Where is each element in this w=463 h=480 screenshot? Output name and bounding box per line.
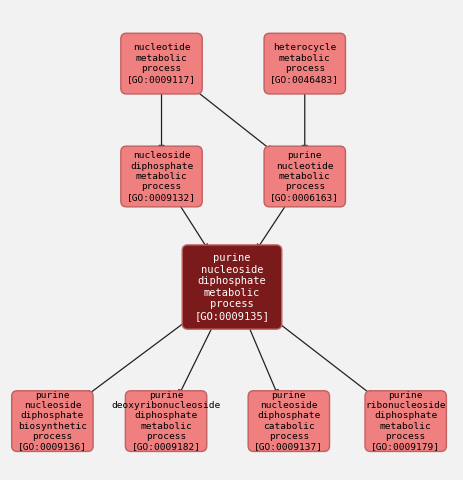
Text: nucleoside
diphosphate
metabolic
process
[GO:0009132]: nucleoside diphosphate metabolic process… [127, 151, 195, 202]
Text: purine
nucleoside
diphosphate
metabolic
process
[GO:0009135]: purine nucleoside diphosphate metabolic … [194, 253, 269, 321]
FancyBboxPatch shape [248, 391, 329, 452]
FancyBboxPatch shape [120, 146, 202, 207]
Text: heterocycle
metabolic
process
[GO:0046483]: heterocycle metabolic process [GO:004648… [269, 44, 338, 84]
Text: purine
nucleotide
metabolic
process
[GO:0006163]: purine nucleotide metabolic process [GO:… [269, 151, 338, 202]
Text: purine
nucleoside
diphosphate
biosynthetic
process
[GO:0009136]: purine nucleoside diphosphate biosynthet… [18, 391, 87, 452]
Text: nucleotide
metabolic
process
[GO:0009117]: nucleotide metabolic process [GO:0009117… [127, 44, 195, 84]
FancyBboxPatch shape [12, 391, 93, 452]
Text: purine
ribonucleoside
diphosphate
metabolic
process
[GO:0009179]: purine ribonucleoside diphosphate metabo… [365, 391, 445, 452]
FancyBboxPatch shape [182, 245, 281, 329]
Text: purine
nucleoside
diphosphate
catabolic
process
[GO:0009137]: purine nucleoside diphosphate catabolic … [254, 391, 323, 452]
FancyBboxPatch shape [364, 391, 445, 452]
FancyBboxPatch shape [263, 33, 345, 94]
FancyBboxPatch shape [263, 146, 345, 207]
FancyBboxPatch shape [120, 33, 202, 94]
Text: purine
deoxyribonucleoside
diphosphate
metabolic
process
[GO:0009182]: purine deoxyribonucleoside diphosphate m… [111, 391, 220, 452]
FancyBboxPatch shape [125, 391, 206, 452]
